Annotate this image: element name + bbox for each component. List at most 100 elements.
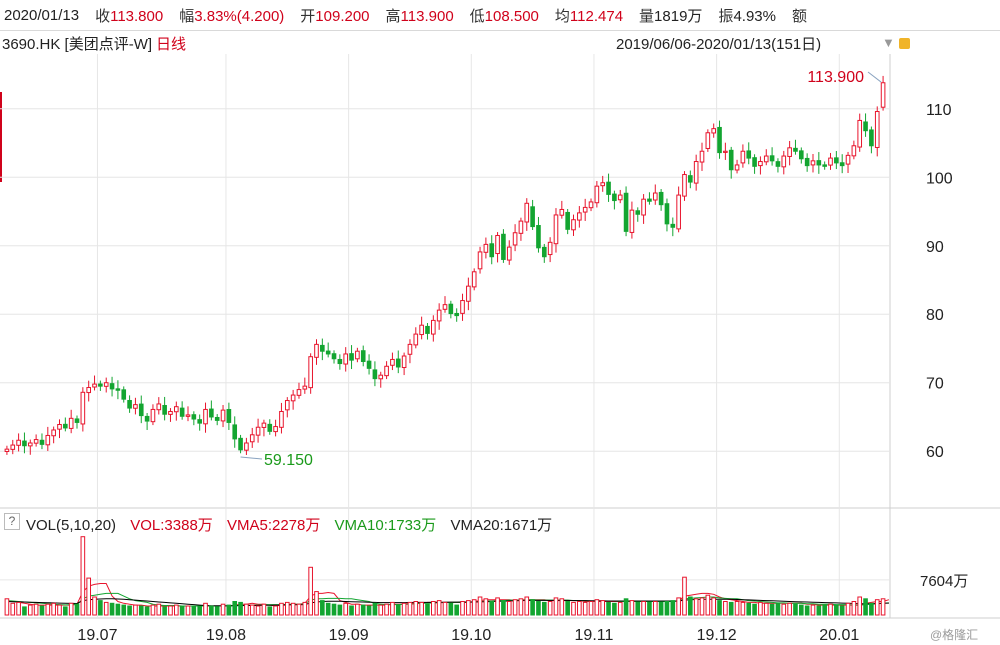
quote-date: 2020/01/13 [4, 6, 80, 24]
volume-bar-down [425, 603, 430, 616]
candle-down [144, 415, 150, 422]
volume-bar-up [693, 598, 699, 616]
price-tick-label: 70 [926, 376, 944, 393]
range-down-arrow-icon[interactable]: ▼ [882, 35, 895, 50]
vol-title: VOL(5,10,20) [26, 517, 117, 534]
candle-up [483, 243, 489, 253]
volume-bar-down [214, 606, 220, 616]
volume-bar-down [606, 601, 611, 616]
volume-moving-averages [6, 583, 890, 607]
candle-down [688, 175, 693, 183]
candle-up [279, 410, 284, 428]
volume-bar-up [553, 597, 559, 616]
volume-bar-up [518, 598, 524, 616]
volume-bar-down [238, 601, 243, 616]
candle-down [448, 303, 454, 315]
vma10-value: VMA10:1733万 [334, 517, 437, 534]
date-tick-label: 19.08 [206, 627, 246, 644]
candle-up [86, 387, 92, 394]
volume-bar-down [635, 601, 641, 616]
volume-bar-up [682, 576, 687, 616]
candle-down [717, 126, 722, 154]
candle-up [857, 119, 863, 148]
candle-up [734, 164, 740, 171]
candle-down [74, 418, 80, 423]
volume-bars [4, 536, 886, 616]
candle-down [565, 211, 570, 230]
volume-bar-up [699, 597, 705, 616]
volume-bar-up [378, 604, 384, 616]
volume-bar-down [536, 601, 541, 616]
volume-bar-down [863, 598, 868, 616]
volume-bar-up [401, 602, 407, 616]
volume-bar-up [27, 604, 33, 616]
candle-up [103, 382, 109, 387]
volume-bar-up [133, 604, 138, 616]
candle-up [261, 422, 267, 428]
candle-down [115, 388, 121, 391]
volume-bar-up [390, 601, 395, 616]
help-button[interactable]: ? [4, 513, 20, 530]
date-tick-label: 19.12 [697, 627, 737, 644]
candle-up [156, 403, 162, 411]
candle-down [226, 409, 232, 423]
candle-up [512, 232, 518, 246]
candle-up [699, 150, 705, 163]
date-tick-label: 19.11 [575, 627, 614, 644]
candle-down [331, 353, 337, 360]
candle-up [407, 343, 413, 355]
max-pointer [867, 71, 882, 83]
candle-down [63, 423, 68, 429]
volume-bar-up [763, 602, 769, 616]
left-edge-marker [0, 92, 2, 182]
max-price-label: 113.900 [807, 69, 864, 86]
candle-up [16, 439, 21, 446]
volume-bar-down [138, 605, 144, 616]
candle-down [728, 149, 734, 171]
volume-bar-up [203, 602, 208, 616]
volume-bar-down [226, 604, 232, 616]
candle-up [740, 150, 746, 164]
candle-up [419, 324, 424, 336]
candle-down [179, 407, 185, 417]
volume-bar-down [501, 600, 506, 616]
date-tick-label: 19.07 [77, 627, 117, 644]
volume-bar-down [688, 596, 693, 616]
min-price-label: 59.150 [264, 452, 313, 469]
candle-up [810, 160, 816, 166]
candle-up [693, 161, 699, 184]
volume-bar-up [68, 602, 74, 616]
lock-icon[interactable] [898, 38, 910, 50]
candle-up [355, 350, 360, 360]
candle-down [501, 233, 506, 260]
candle-up [431, 319, 436, 335]
volume-bar-down [39, 605, 45, 616]
candle-down [238, 437, 243, 451]
date-axis: 19.07 19.08 19.09 19.10 19.11 19.12 20.01 [77, 627, 859, 644]
price-tick-label: 110 [926, 102, 952, 119]
volume-bar-up [284, 601, 290, 616]
quote-bar: 2020/01/13 收113.800 幅3.83%(4.200) 开109.2… [0, 0, 1000, 31]
volume-bar-down [162, 606, 167, 616]
candle-up [466, 285, 471, 302]
candle-down [267, 423, 273, 432]
candle-up [390, 358, 395, 366]
volume-bar-down [752, 603, 757, 616]
candle-down [752, 157, 757, 167]
volume-bar-down [839, 605, 845, 616]
candle-down [209, 408, 214, 418]
volume-bar-up [629, 600, 635, 616]
volume-bar-up [51, 602, 56, 616]
volume-bar-down [22, 606, 27, 616]
volume-bar-down [209, 605, 214, 616]
quote-high: 高113.900 [385, 7, 454, 25]
volume-bar-down [658, 601, 664, 616]
volume-bar-down [197, 606, 202, 616]
volume-bar-up [460, 601, 465, 616]
candle-down [769, 155, 775, 162]
volume-bar-up [16, 601, 21, 616]
volume-bar-up [874, 599, 880, 616]
volume-bar-down [530, 599, 535, 616]
candle-down [536, 225, 541, 249]
